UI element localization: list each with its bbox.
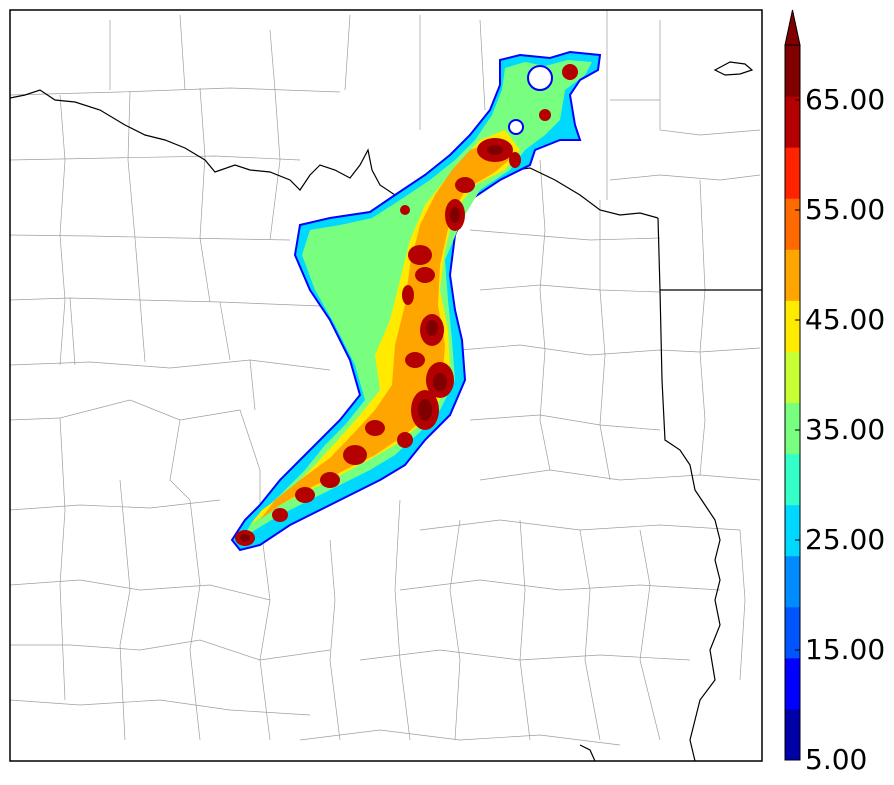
colorbar-tick-label: 25.00 [805,523,886,556]
colorbar-tick-label: 45.00 [805,303,886,336]
colorbar-segment [785,504,800,557]
colorbar-tick-label: 5.00 [805,743,868,776]
swath-gap [508,119,524,135]
colorbar-segment [785,96,800,148]
colorbar-tick-label: 65.00 [805,83,886,116]
peak-cells [240,145,503,542]
county-boundaries [9,10,761,746]
colorbar-segment [785,606,800,659]
colorbar-tick-label: 35.00 [805,413,886,446]
colorbar-segment [785,453,800,506]
colorbar-outline [784,44,801,761]
colorbar-tick-label: 15.00 [805,633,886,666]
state-boundaries [9,61,762,762]
reflectivity-swath [230,50,602,552]
colorbar-segment [785,300,800,352]
colorbar-segment [785,198,800,250]
colorbar-segment [785,249,800,301]
colorbar-extend-arrow [784,9,801,46]
colorbar [784,9,801,761]
colorbar-segment [785,45,800,97]
swath-orange [260,140,515,520]
swath-gap [527,65,553,91]
colorbar-tick-label: 55.00 [805,193,886,226]
colorbar-segment [785,708,800,761]
colorbar-segment [785,147,800,199]
colorbar-segment [785,657,800,710]
map-frame [9,9,763,762]
colorbar-segment [785,351,800,403]
colorbar-segment [785,555,800,608]
colorbar-segment [785,402,800,455]
